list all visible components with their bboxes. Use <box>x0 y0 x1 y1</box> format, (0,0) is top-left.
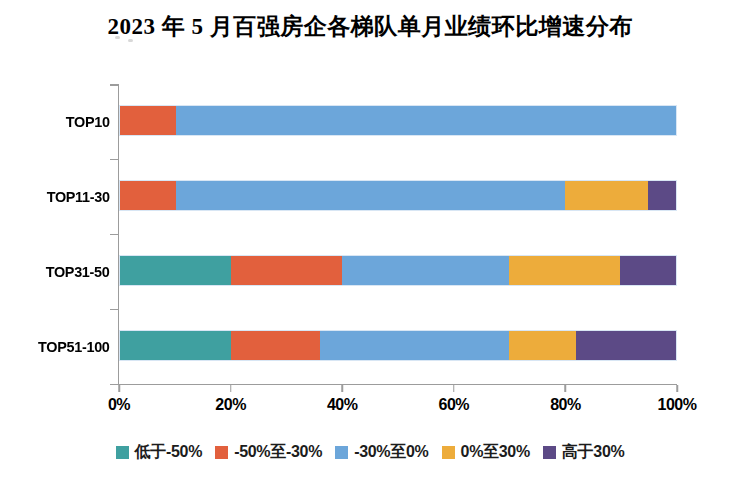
bar-track <box>119 105 677 136</box>
legend-item: 低于-50% <box>116 442 203 463</box>
category-label: TOP31-50 <box>46 234 110 309</box>
x-tick-label: 60% <box>439 396 470 414</box>
legend-swatch <box>215 446 228 459</box>
bar-segment <box>120 331 231 360</box>
category-label: TOP11-30 <box>47 159 110 234</box>
legend-item: 0%至30% <box>442 442 530 463</box>
plot-area: TOP10TOP11-30TOP31-50TOP51-100 0%20%40%6… <box>118 84 677 385</box>
legend-item: -50%至-30% <box>215 442 322 463</box>
category-label: TOP51-100 <box>38 309 110 384</box>
x-tick-mark <box>565 385 567 392</box>
bar-segment <box>176 181 565 210</box>
x-tick-label: 80% <box>550 396 581 414</box>
bar-segment <box>620 256 676 285</box>
bar-segment <box>120 106 176 135</box>
legend-label: 低于-50% <box>135 442 203 463</box>
bar-track <box>119 255 677 286</box>
legend-swatch <box>543 446 556 459</box>
bar-row: TOP11-30 <box>119 159 677 234</box>
legend-label: -50%至-30% <box>234 442 322 463</box>
x-tick-mark <box>676 385 678 392</box>
legend: 低于-50% -50%至-30% -30%至0% 0%至30% 高于30% <box>0 438 740 466</box>
bar-row: TOP10 <box>119 84 677 159</box>
x-tick-label: 20% <box>215 396 246 414</box>
x-tick-label: 0% <box>108 396 130 414</box>
bar-row: TOP31-50 <box>119 234 677 309</box>
x-tick-label: 100% <box>658 396 697 414</box>
bar-segment <box>576 331 676 360</box>
bar-segment <box>509 256 620 285</box>
bar-segment <box>120 181 176 210</box>
bar-segment <box>648 181 676 210</box>
bar-segment <box>565 181 648 210</box>
legend-item: 高于30% <box>543 442 625 463</box>
bar-segment <box>342 256 509 285</box>
bar-segment <box>231 256 342 285</box>
x-tick-label: 40% <box>327 396 358 414</box>
bar-track <box>119 180 677 211</box>
x-tick-mark <box>118 385 120 392</box>
legend-swatch <box>442 446 455 459</box>
legend-label: -30%至0% <box>354 442 428 463</box>
legend-label: 0%至30% <box>461 442 530 463</box>
bar-segment <box>320 331 509 360</box>
bar-segment <box>120 256 231 285</box>
legend-label: 高于30% <box>562 442 625 463</box>
bar-segment <box>509 331 576 360</box>
chart-canvas: 2023 年 5 月百强房企各梯队单月业绩环比增速分布 TOP10TOP11-3… <box>0 0 740 477</box>
x-tick-mark <box>453 385 455 392</box>
legend-swatch <box>335 446 348 459</box>
bar-row: TOP51-100 <box>119 309 677 384</box>
legend-swatch <box>116 446 129 459</box>
category-label: TOP10 <box>66 84 110 159</box>
legend-item: -30%至0% <box>335 442 428 463</box>
plot-rows: TOP10TOP11-30TOP31-50TOP51-100 <box>119 84 677 384</box>
chart-title: 2023 年 5 月百强房企各梯队单月业绩环比增速分布 <box>0 11 740 42</box>
x-tick-mark <box>230 385 232 392</box>
bar-segment <box>231 331 320 360</box>
bar-track <box>119 330 677 361</box>
bar-segment <box>176 106 676 135</box>
x-axis: 0%20%40%60%80%100% <box>119 384 677 424</box>
x-tick-mark <box>341 385 343 392</box>
